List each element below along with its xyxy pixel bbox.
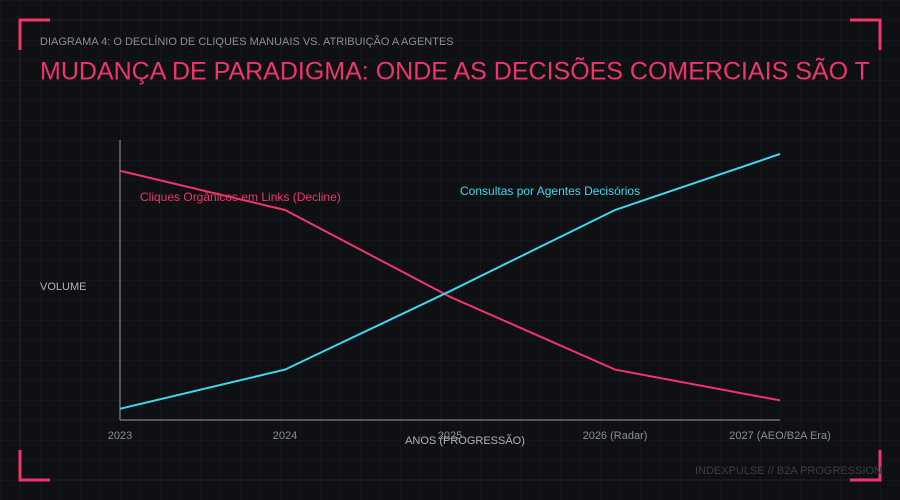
x-tick-label: 2026 (Radar) [583,430,648,442]
series-label: Consultas por Agentes Decisórios [460,184,640,198]
footer: INDEXPULSE // B2A PROGRESSION [695,465,882,477]
x-tick-label: 2027 (AEO/B2A Era) [729,430,831,442]
series-label: Cliques Orgânicos em Links (Decline) [140,190,341,204]
series-line [119,169,781,402]
y-axis-label: VOLUME [40,281,86,293]
x-tick-label: 2023 [108,430,132,442]
x-tick-label: 2025 [438,430,462,442]
frame [19,19,881,481]
x-tick-label: 2024 [273,430,297,442]
chart-title: MUDANÇA DE PARADIGMA: ONDE AS DECISÕES C… [40,57,870,86]
corner-brackets [18,18,882,482]
x-axis-label: ANOS (PROGRESSÃO) [405,434,525,447]
chart-subtitle: DIAGRAMA 4: O DECLÍNIO DE CLIQUES MANUAI… [40,35,454,48]
series-line [119,153,781,410]
